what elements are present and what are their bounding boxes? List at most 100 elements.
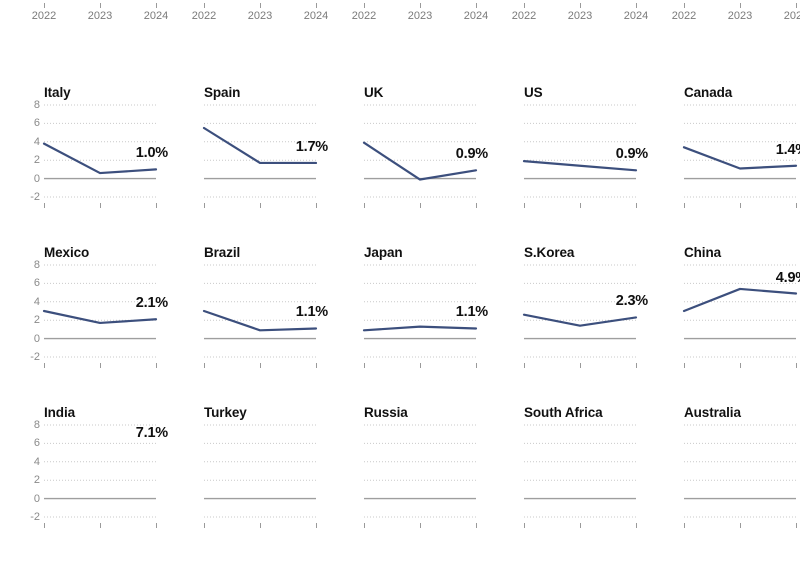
x-axis-labels: 2022 2023 2024 [672,3,800,25]
y-tick-label: 8 [33,419,40,431]
x-tick-label: 2023 [727,10,753,22]
series-line-canada [682,146,798,170]
x-axis-labels [364,523,477,545]
panel-title-canada: Canada [684,85,733,100]
panel-brazil: Brazil 1.1% [178,245,330,405]
plot-area-russia [364,424,476,518]
panel-australia: Australia [658,405,800,565]
plot-area-italy [42,104,158,198]
end-value-label-japan: 1.1% [455,304,488,321]
x-tick-mark [204,3,205,8]
panel-title-japan: Japan [364,245,403,260]
x-tick-mark [100,523,101,528]
x-tick-mark [740,203,741,208]
x-tick-mark [156,203,157,208]
panel-title-india: India [44,405,76,420]
x-tick-label: 2023 [247,10,273,22]
x-axis-labels [364,203,477,225]
x-axis-labels [684,523,797,545]
x-axis-labels [44,363,157,385]
plot-area-us [522,104,638,198]
x-tick-mark [260,523,261,528]
x-tick-mark [260,363,261,368]
x-axis-labels: 2022 2023 2024 [352,3,488,25]
panel-italy: Italy 8 6 4 2 0 -2 1.0% [18,85,170,245]
y-tick-label: 4 [33,455,40,468]
x-axis-labels [204,203,317,225]
series-line-brazil [202,309,318,332]
end-value-label-canada: 1.4% [775,141,800,158]
x-tick-mark [156,363,157,368]
x-tick-mark [204,363,205,368]
x-axis-labels: 2022 2023 2024 [32,3,168,25]
series-line-italy [42,142,158,175]
plot-area-turkey [204,424,316,518]
end-value-label-us: 0.9% [615,146,648,163]
x-tick-mark [524,523,525,528]
x-tick-mark [364,203,365,208]
x-tick-label: 2024 [463,10,489,22]
x-axis-labels: 2022 2023 2024 [192,3,328,25]
x-tick-mark [684,203,685,208]
panel-row0-p2: 2022 2023 2024 [338,0,490,45]
x-tick-label: 2024 [303,10,329,22]
x-tick-mark [580,523,581,528]
x-tick-mark [796,363,797,368]
x-tick-mark [636,3,637,8]
panel-title-italy: Italy [44,85,71,100]
y-tick-label: -2 [30,191,40,203]
end-value-label-spain: 1.7% [295,138,328,155]
end-value-label-india: 7.1% [135,425,168,442]
panel-mexico: Mexico 8 6 4 2 0 -2 2.1% [18,245,170,405]
y-tick-label: 8 [33,259,40,271]
plot-area-south-africa [524,424,636,518]
y-tick-label: 6 [33,117,40,130]
plot-area-mexico [42,264,158,358]
plot-area-brazil [202,264,318,358]
x-axis-labels: 2022 2023 2024 [512,3,648,25]
x-tick-mark [476,363,477,368]
x-axis-labels [524,203,637,225]
panel-title-russia: Russia [364,405,408,420]
x-tick-mark [204,203,205,208]
x-tick-mark [524,3,525,8]
x-tick-mark [44,523,45,528]
x-tick-mark [636,363,637,368]
panel-title-south-africa: South Africa [524,405,603,420]
x-tick-label: 2022 [351,10,377,22]
x-tick-mark [580,3,581,8]
plot-area-uk [362,104,478,198]
plot-area-australia [684,424,796,518]
panel-title-spain: Spain [204,85,241,100]
x-tick-mark [524,363,525,368]
x-tick-mark [420,523,421,528]
x-tick-mark [316,203,317,208]
y-tick-label: -2 [30,0,40,3]
x-tick-mark [44,3,45,8]
x-tick-mark [100,3,101,8]
panel-japan: Japan 1.1% [338,245,490,405]
x-tick-label: 2024 [143,10,169,22]
x-tick-mark [476,523,477,528]
end-value-label-italy: 1.0% [135,145,168,162]
series-line-japan [362,325,478,332]
x-tick-mark [44,203,45,208]
x-tick-mark [524,203,525,208]
x-tick-label: 2023 [567,10,593,22]
panel-skorea: S.Korea 2.3% [498,245,650,405]
x-tick-mark [100,363,101,368]
x-tick-mark [796,3,797,8]
small-multiples-chart-grid: 86420-2202220232024202220232024202220232… [18,0,800,528]
panel-title-australia: Australia [684,405,741,420]
x-tick-mark [740,363,741,368]
x-tick-mark [100,203,101,208]
panel-title-brazil: Brazil [204,245,241,260]
end-value-label-mexico: 2.1% [135,295,168,312]
panel-row0-p1: 2022 2023 2024 [178,0,330,45]
end-value-label-brazil: 1.1% [295,304,328,321]
y-tick-label: 6 [33,277,40,290]
x-tick-mark [420,3,421,8]
panel-title-mexico: Mexico [44,245,90,260]
panel-uk: UK 0.9% [338,85,490,245]
